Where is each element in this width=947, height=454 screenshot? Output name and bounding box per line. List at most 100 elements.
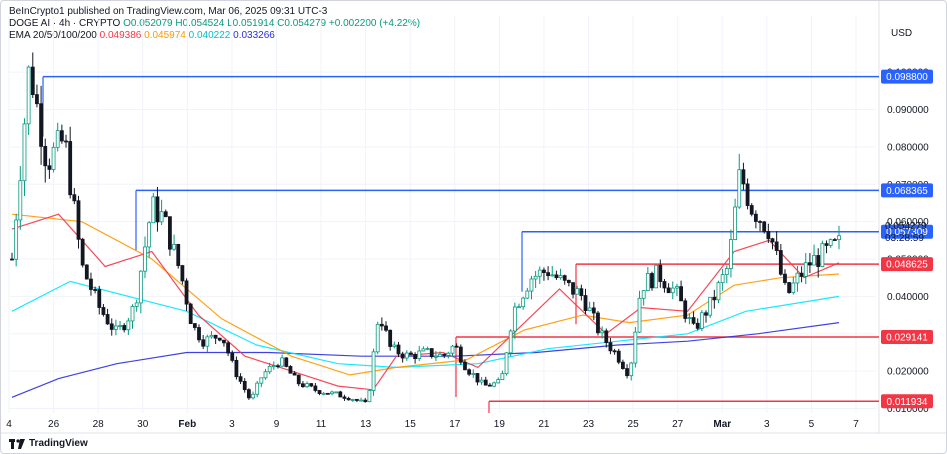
candle-body bbox=[325, 392, 330, 395]
candle-body bbox=[724, 268, 729, 276]
x-tick-label: 5 bbox=[809, 419, 815, 430]
candle-body bbox=[783, 273, 787, 283]
symbol-line[interactable]: DOGE AI · 4h · CRYPTO bbox=[9, 18, 121, 29]
ema20-line bbox=[11, 213, 840, 391]
currency-label[interactable]: USD bbox=[891, 28, 913, 39]
candle-body bbox=[392, 344, 397, 347]
candle-body bbox=[234, 359, 239, 378]
candle-body bbox=[284, 357, 289, 367]
level-price-text: 0.011934 bbox=[887, 397, 928, 408]
candle-body bbox=[400, 353, 405, 359]
candle-body bbox=[155, 196, 160, 223]
candle-body bbox=[778, 250, 783, 275]
candle-body bbox=[375, 323, 380, 353]
candle-body bbox=[737, 169, 742, 208]
x-tick-label: 23 bbox=[583, 419, 595, 430]
candle-body bbox=[143, 246, 147, 272]
candle-body bbox=[263, 371, 268, 379]
candle-body bbox=[64, 140, 68, 143]
candle-body bbox=[309, 383, 314, 387]
candle-body bbox=[791, 282, 796, 294]
candle-body bbox=[529, 278, 534, 292]
candle-body bbox=[292, 372, 297, 376]
candle-body bbox=[192, 323, 197, 328]
candle-body bbox=[766, 231, 771, 240]
candle-body bbox=[633, 331, 638, 364]
candle-body bbox=[654, 264, 659, 289]
ema100-value: 0.040222 bbox=[188, 30, 231, 41]
candle-body bbox=[691, 317, 696, 324]
candle-body bbox=[51, 146, 56, 170]
candle-body bbox=[159, 211, 164, 223]
candle-body bbox=[753, 213, 758, 222]
candle-body bbox=[350, 399, 355, 401]
candle-body bbox=[637, 297, 642, 333]
candle-body bbox=[313, 385, 318, 391]
candle-body bbox=[396, 344, 401, 355]
x-tick-label: Feb bbox=[178, 419, 196, 430]
footer-brand: TradingView bbox=[29, 438, 88, 449]
candle-body bbox=[35, 94, 39, 105]
candle-body bbox=[471, 373, 476, 375]
candle-body bbox=[463, 361, 467, 371]
candle-body bbox=[467, 369, 472, 375]
candle-body bbox=[683, 300, 688, 319]
candle-body bbox=[475, 373, 480, 383]
candle-body bbox=[828, 239, 833, 246]
candle-body bbox=[774, 241, 779, 251]
candle-body bbox=[504, 352, 509, 375]
candle-body bbox=[113, 325, 118, 330]
candle-body bbox=[429, 348, 434, 358]
candle-body bbox=[55, 130, 60, 148]
candle-body bbox=[604, 330, 609, 344]
candle-body bbox=[762, 221, 767, 232]
candle-body bbox=[525, 290, 530, 299]
candle-body bbox=[151, 196, 156, 224]
x-tick-label: 17 bbox=[449, 419, 461, 430]
candle-body bbox=[72, 194, 77, 202]
candle-body bbox=[583, 295, 588, 312]
candle-body bbox=[109, 323, 114, 330]
candle-body bbox=[371, 351, 376, 391]
candle-body bbox=[367, 390, 372, 403]
candle-body bbox=[816, 255, 821, 267]
candle-body bbox=[708, 296, 713, 316]
x-tick-label: 13 bbox=[360, 419, 372, 430]
candle-body bbox=[122, 325, 127, 331]
candle-body bbox=[824, 243, 829, 246]
candle-body bbox=[388, 329, 393, 347]
candle-body bbox=[255, 382, 260, 395]
ohlc-open: O0.052079 bbox=[123, 18, 173, 29]
candle-body bbox=[421, 348, 426, 352]
candle-body bbox=[658, 264, 663, 282]
candle-body bbox=[118, 325, 122, 327]
candle-body bbox=[384, 325, 388, 331]
candle-body bbox=[43, 145, 48, 167]
candle-body bbox=[629, 362, 634, 377]
candle-body bbox=[296, 374, 301, 385]
last-price-label: 0.054279 bbox=[885, 221, 927, 232]
candle-body bbox=[101, 307, 106, 315]
candle-body bbox=[799, 272, 804, 277]
candle-body bbox=[616, 350, 621, 363]
x-tick-label: 11 bbox=[316, 419, 327, 430]
candle-body bbox=[741, 169, 746, 185]
candle-body bbox=[413, 353, 418, 360]
footer[interactable]: TradingView bbox=[9, 438, 88, 449]
candle-body bbox=[226, 342, 231, 354]
candle-body bbox=[612, 350, 617, 353]
candle-body bbox=[355, 399, 359, 401]
x-tick-label: 26 bbox=[48, 419, 60, 430]
time-axis: 4 26 28 30 Feb 3 9 11 13 15 17 19 21 23 25 27 Mar 3 5 7 bbox=[6, 419, 859, 430]
candle-body bbox=[454, 345, 459, 348]
candle-body bbox=[608, 342, 613, 352]
ema-label[interactable]: EMA 20/50/100/200 bbox=[9, 30, 97, 41]
ohlc-low: L0.051914 bbox=[227, 18, 275, 29]
candle-body bbox=[259, 377, 264, 384]
candle-body bbox=[93, 289, 98, 291]
level-price-text: 0.029141 bbox=[886, 332, 928, 343]
x-tick-label: 19 bbox=[494, 419, 506, 430]
candle-body bbox=[500, 373, 505, 381]
